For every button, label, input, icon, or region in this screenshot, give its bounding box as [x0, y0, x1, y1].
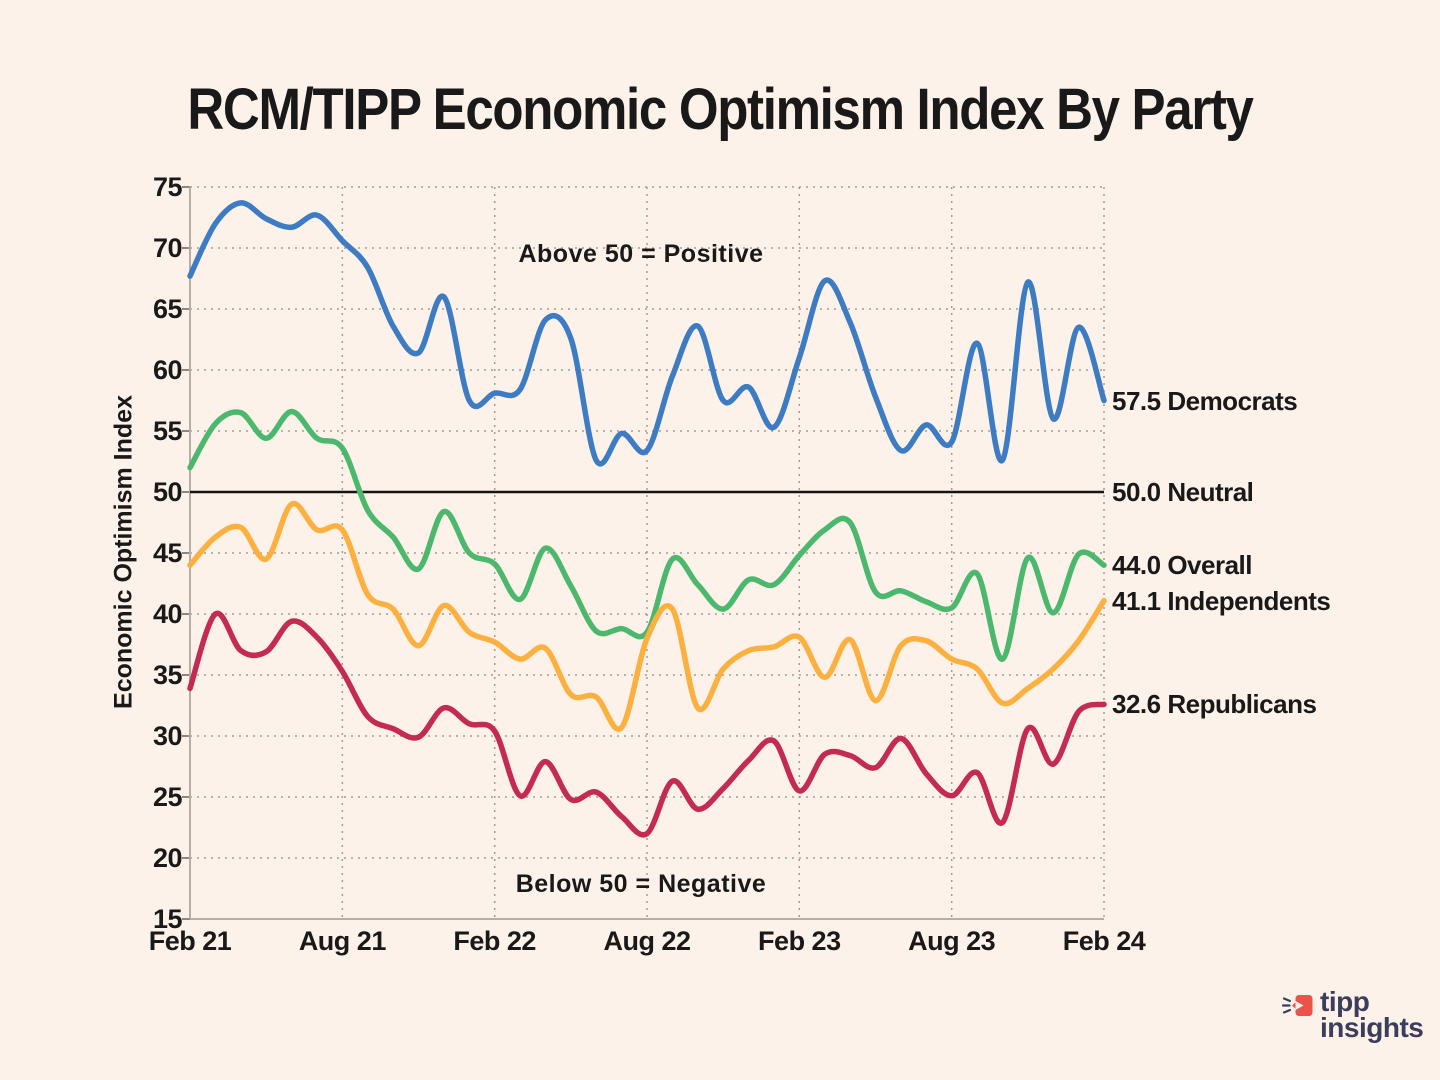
logo-line1: tipp — [1320, 986, 1370, 1017]
end-label-overall: 44.0 Overall — [1112, 550, 1253, 581]
y-tick-label-35: 35 — [152, 660, 183, 690]
end-label-neutral: 50.0 Neutral — [1112, 477, 1254, 507]
x-tick-label-aug-22: Aug 22 — [603, 926, 691, 956]
x-tick-label-aug-23: Aug 23 — [908, 926, 996, 956]
annotation-below-50: Below 50 = Negative — [515, 870, 767, 898]
series-line-republicans — [187, 610, 1107, 838]
y-tick-label-50: 50 — [152, 477, 183, 507]
end-label-democrats: 57.5 Democrats — [1112, 385, 1298, 416]
x-tick-label-aug-21: Aug 21 — [298, 926, 387, 956]
x-tick-label-feb-23: Feb 23 — [758, 926, 841, 956]
y-tick-label-55: 55 — [152, 416, 183, 446]
logo-line2: insights — [1320, 1012, 1424, 1043]
y-tick-label-25: 25 — [152, 782, 183, 812]
x-tick-label-feb-24: Feb 24 — [1062, 926, 1146, 956]
y-tick-label-30: 30 — [152, 721, 183, 751]
y-tick-label-15: 15 — [152, 904, 183, 934]
tippinsights-logo-icon — [1281, 995, 1313, 1016]
series-line-democrats — [187, 200, 1107, 467]
y-tick-label-40: 40 — [152, 599, 183, 629]
y-tick-label-70: 70 — [152, 233, 183, 263]
end-label-independents: 41.1 Independents — [1112, 585, 1331, 616]
annotation-above-50: Above 50 = Positive — [518, 240, 764, 268]
end-label-republicans: 32.6 Republicans — [1112, 689, 1317, 720]
series-line-overall — [187, 408, 1107, 662]
y-tick-label-65: 65 — [152, 294, 183, 324]
x-tick-label-feb-21: Feb 21 — [148, 926, 232, 956]
y-tick-label-60: 60 — [152, 355, 183, 385]
y-tick-label-20: 20 — [152, 843, 183, 873]
y-tick-label-75: 75 — [152, 172, 183, 202]
x-tick-label-feb-22: Feb 22 — [453, 926, 536, 956]
tippinsights-logo: tipp insights — [1281, 986, 1424, 1043]
chart-title: RCM/TIPP Economic Optimism Index By Part… — [187, 77, 1254, 142]
tippinsights-logo-text: tipp insights — [1320, 986, 1424, 1043]
series-line-independents — [187, 500, 1107, 732]
y-tick-label-45: 45 — [152, 538, 183, 568]
